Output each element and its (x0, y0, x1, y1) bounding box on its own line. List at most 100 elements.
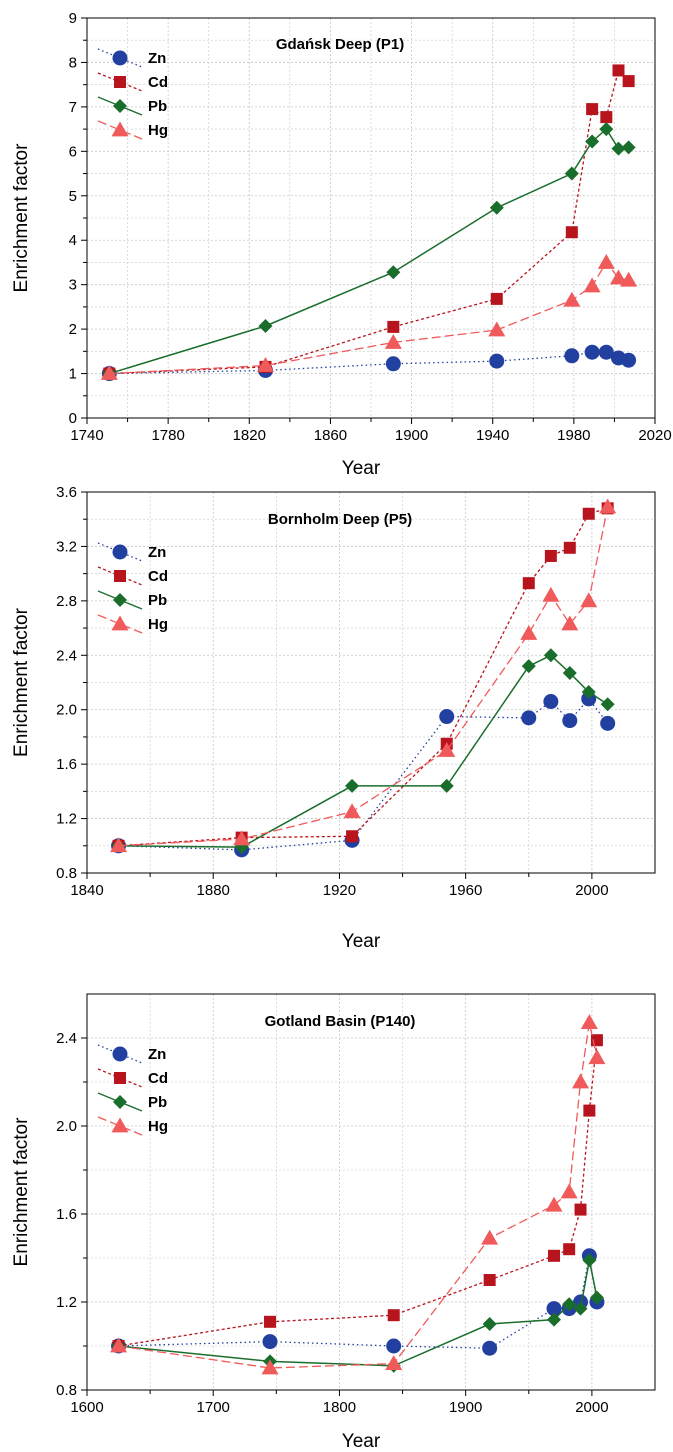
y-axis-title: Enrichment factor (11, 607, 32, 757)
data-point-pb (600, 697, 615, 712)
chart-panel-2: 1840 1880 1920 1960 2000 0.8 1.2 1.6 2.0 2.4 2.8 3.… (11, 484, 656, 952)
data-point-pb (562, 665, 577, 680)
y-tick-label: 3.2 (56, 538, 77, 555)
data-point-pb (562, 1297, 577, 1312)
legend-line (97, 614, 143, 634)
legend-item-cd: Cd (97, 1068, 168, 1088)
data-point-pb (258, 319, 273, 333)
data-point-zn (489, 353, 505, 369)
data-point-zn (543, 694, 559, 710)
legend-item-hg: Hg (97, 120, 168, 140)
panel-title: Gdańsk Deep (P1) (276, 36, 404, 53)
y-tick-label: 1.2 (56, 1294, 77, 1311)
legend-label: Hg (148, 616, 168, 633)
data-point-pb (564, 166, 579, 181)
data-point-cd (622, 75, 635, 88)
data-point-zn (600, 715, 616, 731)
y-tick-label: 1.6 (56, 1206, 77, 1223)
data-point-zn (439, 709, 455, 725)
x-tick-label: 1940 (476, 427, 509, 444)
data-point-hg (481, 1229, 499, 1245)
data-point-pb (599, 122, 614, 137)
data-point-hg (257, 357, 275, 372)
legend-marker (111, 615, 129, 631)
y-tick-label: 4 (69, 232, 77, 249)
data-point-hg (599, 498, 617, 514)
legend-item-hg: Hg (97, 1116, 168, 1136)
series-line-hg (118, 1022, 598, 1369)
data-point-hg (542, 586, 560, 602)
data-point-hg (384, 333, 402, 349)
data-point-hg (233, 830, 251, 846)
legend-label: Hg (148, 1118, 168, 1135)
x-tick-label: 1820 (233, 427, 266, 444)
series-line-hg (118, 506, 609, 847)
data-point-hg (563, 291, 581, 307)
series-line-cd (109, 69, 630, 375)
data-point-zn (564, 348, 580, 364)
legend-label: Zn (148, 1046, 166, 1063)
y-tick-label: 1.2 (56, 811, 77, 828)
data-point-pb (489, 200, 504, 215)
data-point-hg (580, 1014, 598, 1029)
y-tick-label: 8 (69, 54, 77, 71)
legend-label: Cd (148, 568, 168, 585)
legend-line (97, 120, 143, 140)
plot-frame (86, 993, 656, 1391)
legend-label: Pb (148, 592, 167, 609)
data-point-zn (262, 1334, 278, 1350)
data-point-zn (562, 713, 578, 729)
data-point-cd (522, 577, 535, 590)
data-point-cd (612, 64, 625, 77)
y-tick-label: 2.0 (56, 702, 77, 719)
data-point-pb (585, 134, 600, 149)
data-point-zn (521, 710, 537, 726)
legend-item-zn: Zn (97, 48, 166, 68)
data-point-cd (563, 1243, 576, 1256)
data-point-pb (521, 659, 536, 674)
legend-line (97, 1116, 143, 1136)
series-line-pb (118, 1260, 598, 1367)
legend-item-hg: Hg (97, 614, 168, 634)
data-point-hg (385, 1355, 403, 1370)
y-tick-label: 5 (69, 188, 77, 205)
data-point-hg (580, 592, 598, 608)
x-tick-label: 1900 (449, 1399, 482, 1416)
data-point-zn (482, 1340, 498, 1356)
chart-panel-3: 1600 1700 1800 1900 2000 0.8 1.2 1.6 2.0 2.4 Year E… (11, 993, 656, 1452)
y-axis-title: Enrichment factor (11, 143, 32, 293)
legend-item-cd: Cd (97, 566, 168, 586)
data-point-cd (264, 1315, 277, 1328)
x-tick-label: 2000 (575, 882, 608, 899)
legend-label: Cd (148, 1070, 168, 1087)
data-point-hg (588, 1049, 606, 1065)
x-tick-label: 1960 (449, 882, 482, 899)
data-point-pb (543, 648, 558, 663)
data-point-pb (482, 1317, 497, 1331)
x-axis-title: Year (342, 1431, 381, 1452)
data-point-zn (621, 352, 637, 368)
y-tick-label: 6 (69, 143, 77, 160)
data-point-zn (598, 344, 614, 360)
data-point-hg (560, 1183, 578, 1199)
x-tick-label: 2020 (638, 427, 671, 444)
data-point-pb (582, 1253, 597, 1268)
legend-label: Pb (148, 98, 167, 115)
y-tick-label: 2.0 (56, 1118, 77, 1135)
data-point-cd (563, 541, 576, 554)
x-axis-title: Year (342, 931, 381, 952)
data-point-hg (520, 625, 538, 640)
data-point-cd (574, 1203, 587, 1216)
data-point-hg (545, 1196, 563, 1212)
chart-panel-1: 1740 1780 1820 1860 1900 1940 1980 2020 0 1 2 3 4 5 6 7… (11, 10, 672, 479)
data-point-cd (387, 320, 400, 333)
legend-marker (112, 50, 128, 66)
data-point-pb (589, 1290, 604, 1305)
y-tick-label: 2 (69, 321, 77, 338)
data-point-hg (597, 253, 615, 269)
legend-label: Zn (148, 50, 166, 67)
data-point-pb (439, 778, 454, 793)
legend-marker (114, 570, 126, 582)
legend-marker (111, 1117, 129, 1133)
legend-label: Pb (148, 1094, 167, 1111)
